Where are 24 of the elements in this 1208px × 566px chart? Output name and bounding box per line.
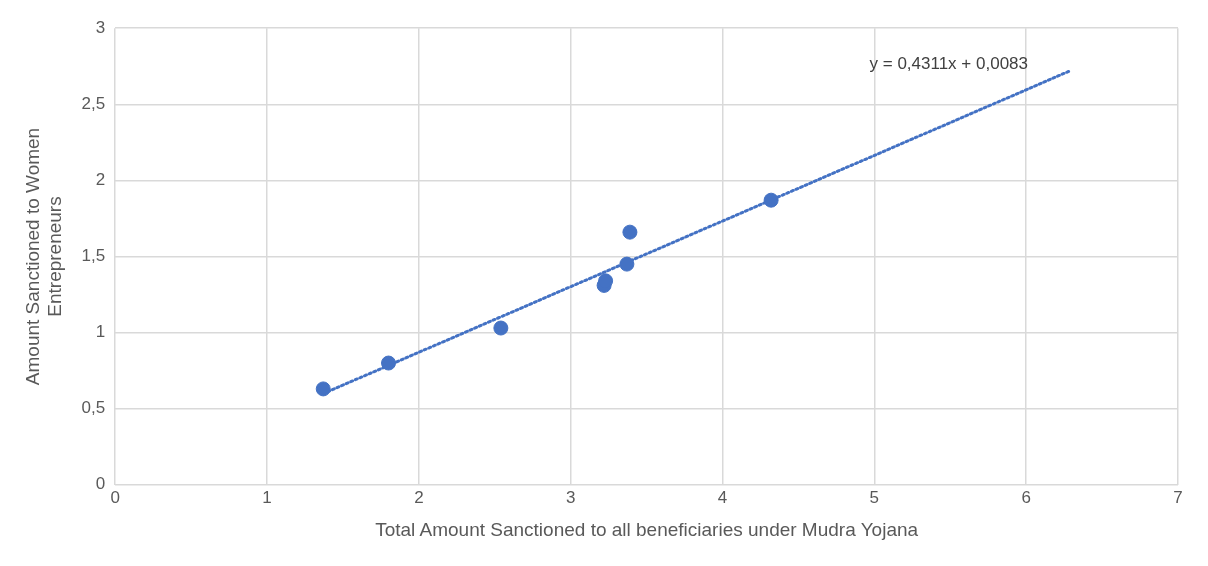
x-tick-label: 7 (1173, 487, 1183, 507)
x-tick-label: 5 (869, 487, 880, 507)
y-tick-label: 0,5 (81, 398, 106, 418)
x-tick-label: 1 (262, 487, 272, 507)
point (381, 355, 397, 371)
y-tick-label: 0 (95, 474, 106, 494)
y-tick-label: 3 (95, 17, 106, 37)
x-tick-label: 0 (110, 487, 120, 507)
y-tick-label: 2,5 (81, 93, 106, 113)
x-axis-title: Total Amount Sanctioned to all beneficiaries under Mudra Yojana (375, 518, 919, 540)
y-tick-label: 1,5 (81, 246, 106, 266)
annotation: y = 0,4311x + 0,0083 (869, 53, 1028, 73)
x-tick-label: 6 (1021, 487, 1031, 507)
y-axis-title: Amount Sanctioned to Women Entrepreneurs (21, 127, 66, 386)
x-tick-label: 3 (565, 487, 576, 507)
point (493, 320, 509, 336)
y-tick-label: 1 (95, 322, 106, 342)
point (315, 381, 331, 397)
point (763, 192, 779, 208)
x-tick-label: 2 (414, 487, 424, 507)
point (619, 256, 635, 272)
x-tick-label: 4 (717, 487, 728, 507)
y-tick-label: 2 (95, 170, 106, 190)
point (622, 224, 638, 240)
